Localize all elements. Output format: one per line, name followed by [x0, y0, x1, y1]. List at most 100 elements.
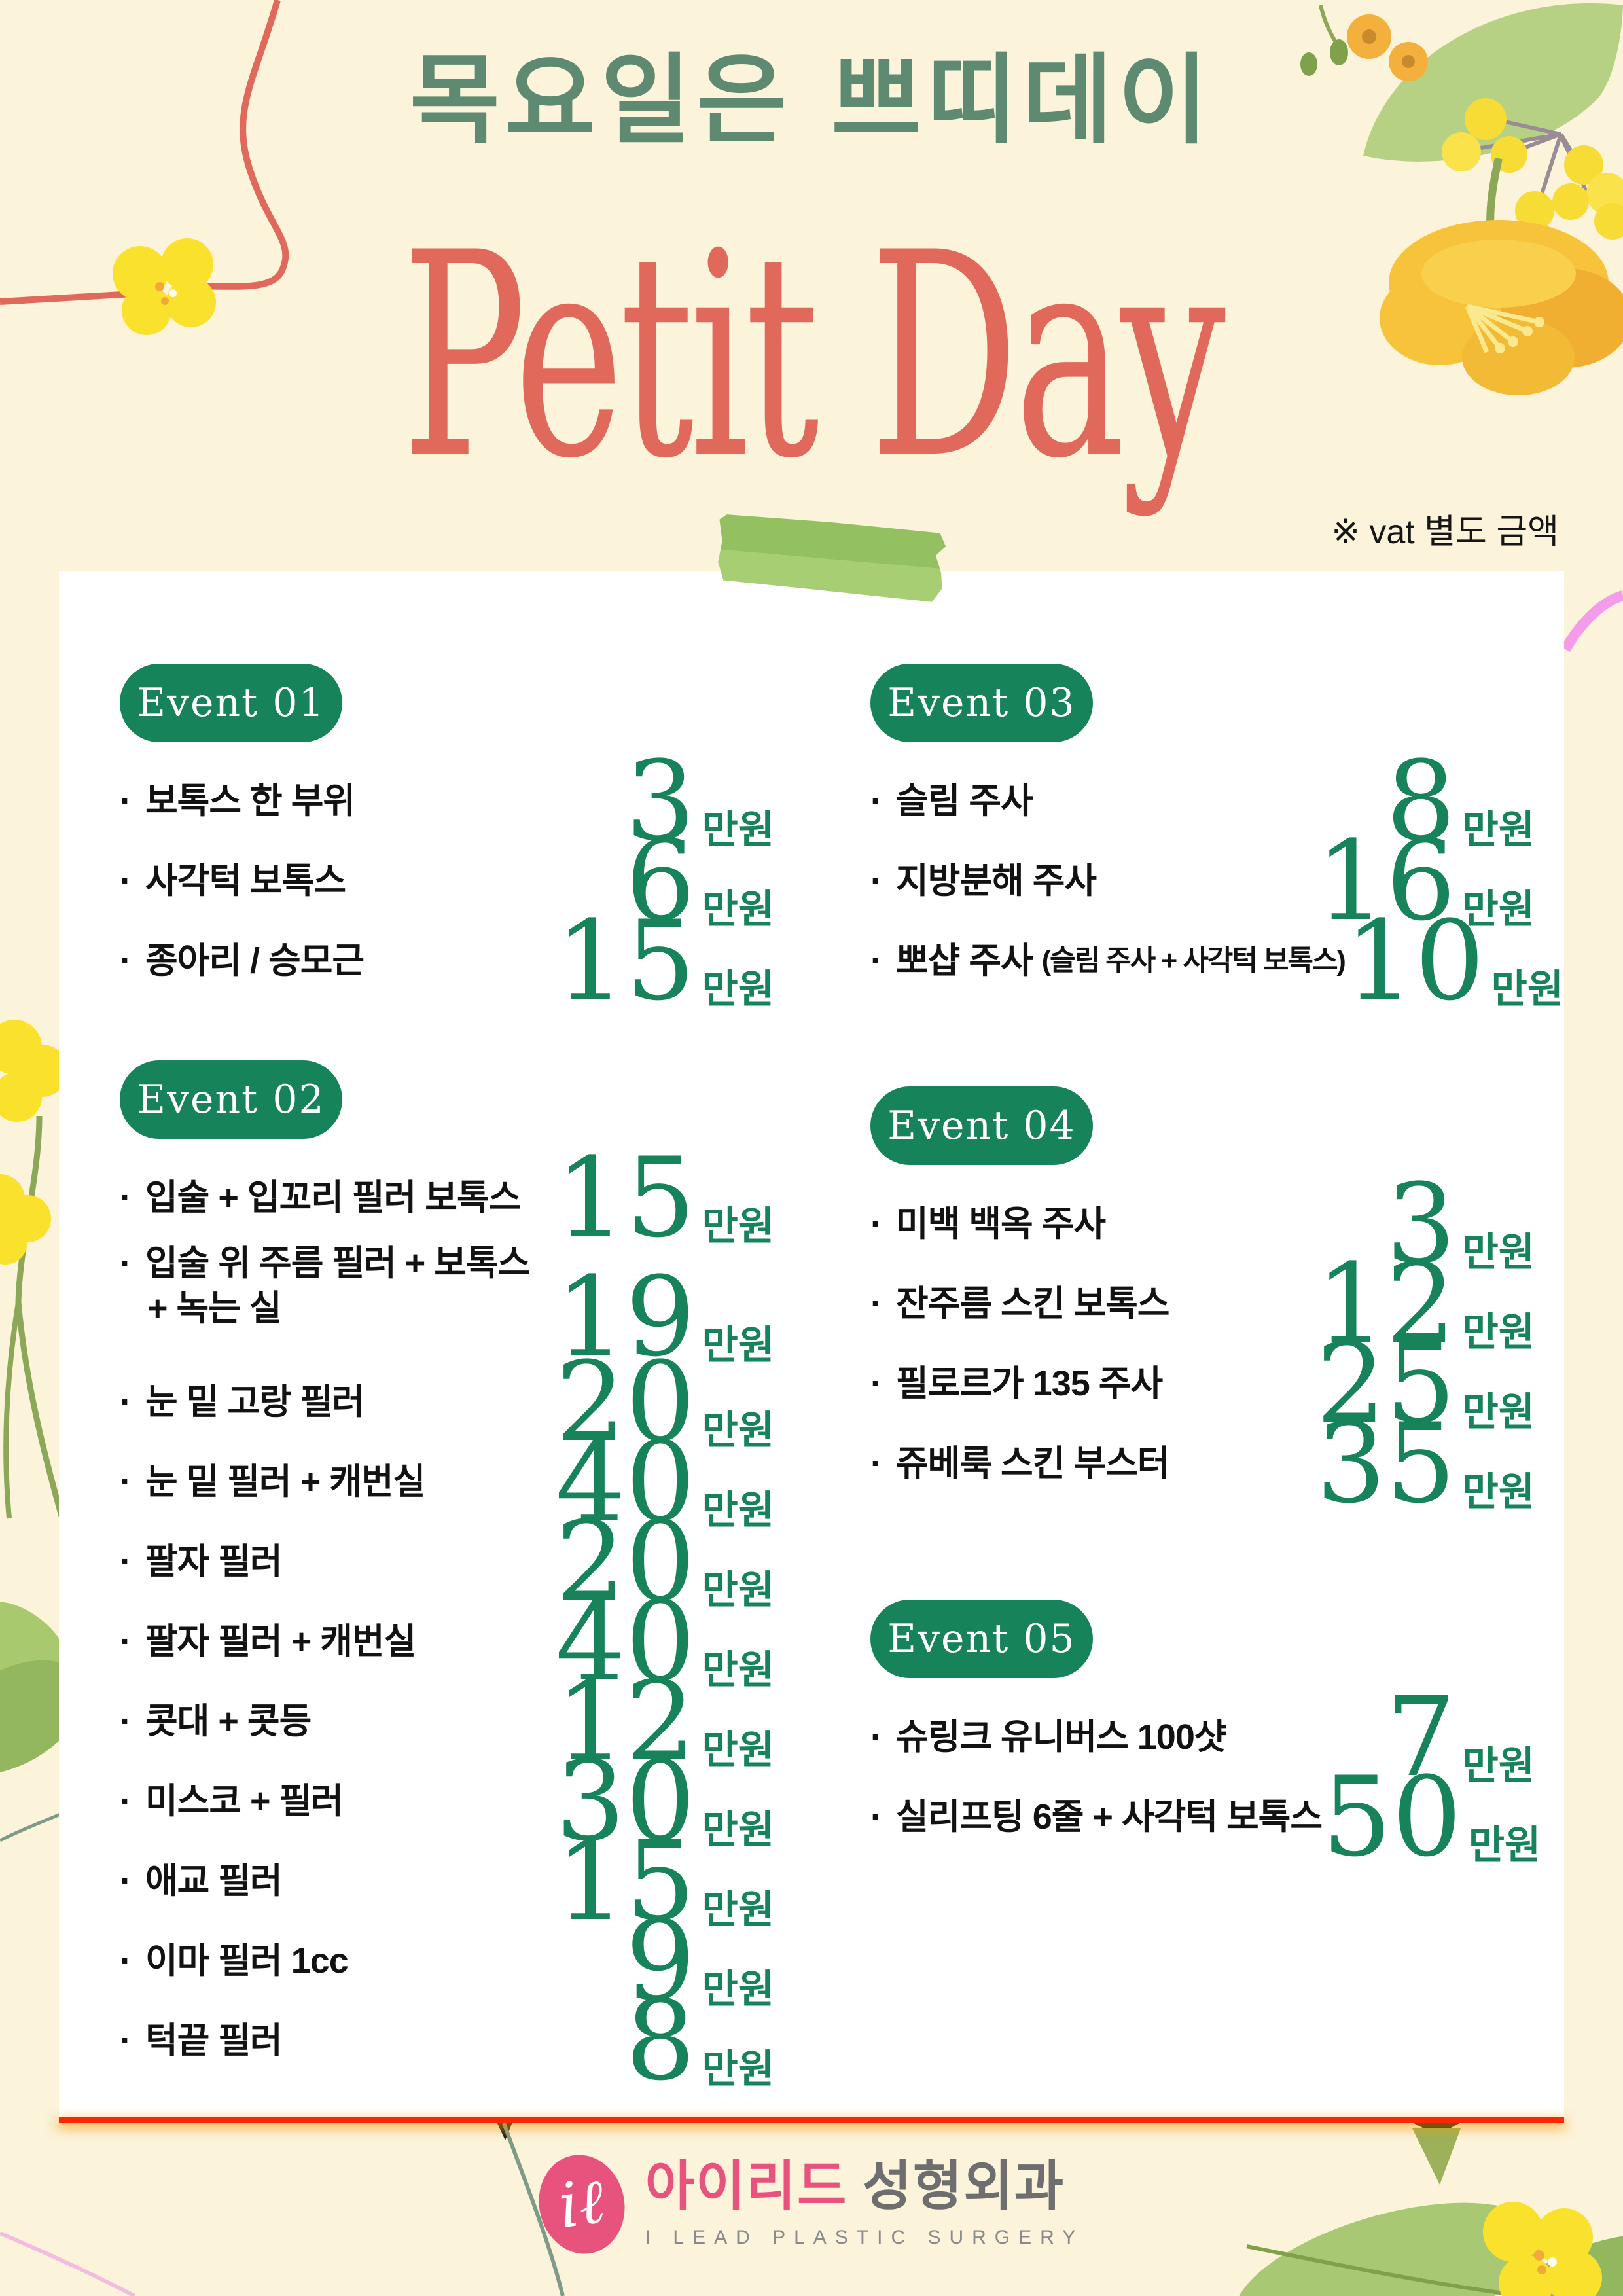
- price-row: · 애교 필러 15 만원: [120, 1826, 774, 1936]
- item-name-line1: · 입술 위 주름 필러 + 보톡스: [120, 1241, 530, 1286]
- price-value: 12: [555, 1657, 696, 1786]
- price-value: 3: [1385, 1160, 1456, 1289]
- bullet-icon: ·: [870, 1717, 882, 1757]
- bullet-icon: ·: [120, 1622, 132, 1662]
- item-price: 8 만원: [1385, 737, 1535, 866]
- price-column-right: Event 03 · 슬림 주사 8 만원 · 지방분해 주사 16 만원 · 뽀샵 주사 (슬림 주…: [870, 664, 1563, 1873]
- price-row: · 입술 + 입꼬리 필러 보톡스 15 만원: [120, 1143, 774, 1253]
- bottom-stem-icon: [496, 2121, 565, 2296]
- item-price: 20 만원: [555, 1498, 774, 1626]
- bullet-icon: ·: [870, 1204, 882, 1244]
- item-name: 종아리 / 승모근: [145, 941, 365, 981]
- price-unit: 만원: [702, 1568, 774, 1613]
- clinic-logo-mark-text: iℓ: [554, 2165, 609, 2243]
- card-bottom-accent-line: [59, 2117, 1564, 2123]
- item-name: 잔주름 스킨 보톡스: [895, 1284, 1169, 1324]
- item-label: · 잔주름 스킨 보톡스: [870, 1282, 1169, 1327]
- item-price: 3 만원: [625, 737, 774, 866]
- item-label: · 콧대 + 콧등: [120, 1699, 312, 1744]
- item-name: 슬림 주사: [895, 781, 1033, 821]
- item-price: 8 만원: [625, 1977, 774, 2106]
- item-label: · 실리프팅 6줄 + 사각턱 보톡스: [870, 1795, 1323, 1840]
- leaf-illustration: [1363, 3, 1623, 162]
- item-price: 15 만원: [555, 897, 774, 1026]
- item-price: 6 만원: [626, 826, 774, 936]
- price-column-left: Event 01 · 보톡스 한 부위 3 만원 · 사각턱 보톡스 6 만원 · 종아리 / 승모…: [120, 664, 774, 2096]
- item-label: · 눈 밑 고랑 필러: [120, 1380, 365, 1425]
- price-unit: 만원: [702, 2047, 774, 2092]
- bullet-icon: ·: [120, 1941, 132, 1981]
- item-name: 미백 백옥 주사: [895, 1204, 1106, 1244]
- item-label: · 입술 위 주름 필러 + 보톡스 + 녹는 실: [120, 1241, 530, 1331]
- item-price: 9 만원: [626, 1906, 774, 2016]
- item-price: 50 만원: [1322, 1753, 1541, 1882]
- section-event-02: Event 02 · 입술 + 입꼬리 필러 보톡스 15 만원 · 입술 위 주름 필러 …: [120, 1060, 774, 2096]
- price-unit: 만원: [702, 1808, 774, 1852]
- price-unit: 만원: [702, 1967, 774, 2012]
- item-name: 턱끝 필러: [145, 2021, 283, 2061]
- item-name: 뽀샵 주사: [895, 941, 1033, 981]
- price-value: 15: [555, 897, 696, 1026]
- left-edge-flowers-illustration: [0, 1020, 85, 1775]
- price-value: 8: [1385, 737, 1456, 866]
- poster-title-korean: 목요일은 쁘띠데이: [409, 43, 1214, 158]
- yellow-flower-icon: [113, 238, 216, 335]
- price-unit: 만원: [702, 808, 774, 852]
- price-value: 12: [1315, 1240, 1456, 1369]
- berry-spray-icon: [1442, 98, 1623, 240]
- price-unit: 만원: [1462, 1470, 1535, 1515]
- item-name: 눈 밑 고랑 필러: [145, 1382, 365, 1422]
- price-unit: 만원: [1462, 1390, 1535, 1435]
- bullet-icon: ·: [120, 1782, 132, 1821]
- clinic-name-korean-gray: 성형외과: [862, 2157, 1065, 2216]
- price-unit: 만원: [1462, 888, 1535, 932]
- price-value: 50: [1322, 1753, 1462, 1882]
- price-row: · 사각턱 보톡스 6 만원: [120, 826, 774, 936]
- price-row: · 입술 위 주름 필러 + 보톡스 + 녹는 실 19 만원: [120, 1238, 774, 1372]
- price-unit: 만원: [702, 1648, 774, 1693]
- bullet-icon: ·: [870, 781, 882, 821]
- item-name: 입술 위 주름 필러 + 보톡스: [145, 1244, 530, 1283]
- item-price: 30 만원: [556, 1746, 774, 1856]
- bullet-icon: ·: [120, 781, 132, 821]
- item-price: 40 만원: [556, 1587, 774, 1696]
- item-label: · 눈 밑 필러 + 캐번실: [120, 1460, 425, 1505]
- price-unit: 만원: [1491, 967, 1564, 1012]
- item-name: 실리프팅 6줄 + 사각턱 보톡스: [895, 1797, 1323, 1837]
- price-unit: 만원: [702, 888, 774, 932]
- item-label: · 팔자 필러 + 캐번실: [120, 1619, 416, 1664]
- small-daisy-icons: [1300, 5, 1428, 81]
- price-value: 3: [625, 737, 696, 866]
- bullet-icon: ·: [870, 861, 882, 901]
- bullet-icon: ·: [120, 1382, 132, 1422]
- price-row: · 쥬베룩 스킨 부스터 35 만원: [870, 1408, 1535, 1518]
- vat-note: ※ vat 별도 금액: [1331, 513, 1559, 551]
- section-event-05: Event 05 · 슈링크 유니버스 100샷 7 만원 · 실리프팅 6줄 + 사각턱 …: [870, 1600, 1541, 1873]
- price-value: 15: [555, 1134, 696, 1263]
- item-price: 40 만원: [556, 1427, 774, 1537]
- price-value: 8: [625, 1977, 696, 2106]
- price-value: 20: [555, 1498, 696, 1626]
- sage-curve-line-icon: [0, 1812, 61, 1842]
- price-row: · 이마 필러 1cc 9 만원: [120, 1906, 774, 2016]
- price-value: 7: [1385, 1673, 1456, 1802]
- clinic-logo: iℓ 아이리드 성형외과 I LEAD PLASTIC SURGERY: [0, 2147, 1623, 2262]
- bullet-icon: ·: [120, 1702, 132, 1742]
- section-event-04: Event 04 · 미백 백옥 주사 3 만원 · 잔주름 스킨 보톡스 12 만원 · 필로르가…: [870, 1086, 1535, 1519]
- bullet-icon: ·: [870, 1444, 882, 1484]
- price-row: · 슬림 주사 8 만원: [870, 746, 1535, 856]
- poster-title-english: Petit Day: [401, 193, 1226, 520]
- price-row: · 필로르가 135 주사 25 만원: [870, 1329, 1535, 1439]
- bullet-icon: ·: [120, 861, 132, 901]
- item-label: · 쥬베룩 스킨 부스터: [870, 1441, 1169, 1486]
- event-pill-event-04: Event 04: [870, 1086, 1093, 1165]
- pink-thin-curve-icon: [0, 2231, 136, 2296]
- price-unit: 만원: [702, 1408, 774, 1453]
- price-row: · 미스코 + 필러 30 만원: [120, 1746, 774, 1856]
- item-price: 12 만원: [1315, 1240, 1535, 1369]
- item-name: 콧대 + 콧등: [145, 1702, 312, 1742]
- price-row: · 잔주름 스킨 보톡스 12 만원: [870, 1249, 1535, 1359]
- price-row: · 미백 백옥 주사 3 만원: [870, 1169, 1535, 1279]
- item-label: · 종아리 / 승모근: [120, 939, 365, 984]
